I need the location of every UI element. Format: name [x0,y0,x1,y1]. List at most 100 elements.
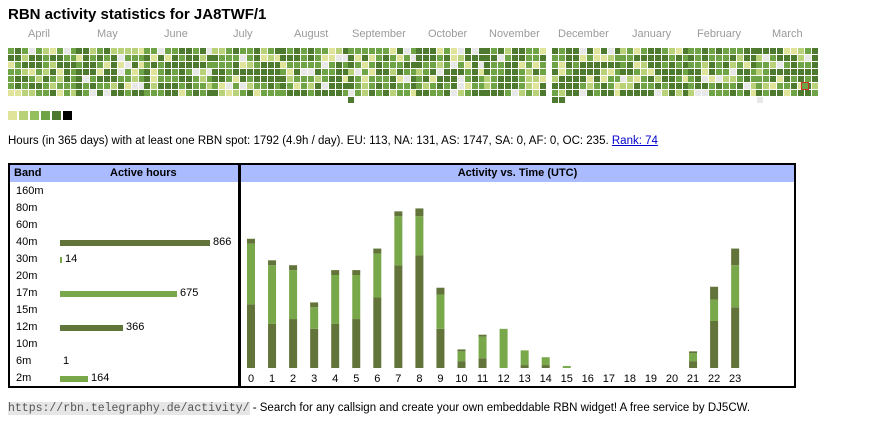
heatmap-day [226,48,232,54]
month-label: May [97,28,118,40]
heatmap-day [329,48,335,54]
hour-tick-label: 16 [582,373,594,385]
heatmap-day [179,62,185,68]
heatmap-day [336,90,342,96]
heatmap-day [683,69,689,75]
heatmap-day [57,76,63,82]
heatmap-day [315,76,321,82]
activity-bar [541,365,550,368]
heatmap-day [268,90,274,96]
heatmap-day [472,76,478,82]
heatmap-day [662,48,668,54]
heatmap-day [397,55,403,61]
heatmap-day [8,69,14,75]
heatmap-day [125,48,131,54]
heatmap-day [90,90,96,96]
heatmap-day [559,83,565,89]
legend-swatch [19,111,28,120]
heatmap-day [437,62,443,68]
today-marker [801,82,809,90]
heatmap-day [219,83,225,89]
heatmap-day [268,55,274,61]
heatmap-day [444,48,450,54]
heatmap-day [411,55,417,61]
heatmap-day [744,83,750,89]
hour-tick-label: 6 [374,373,380,385]
heatmap-day [683,55,689,61]
heatmap-day [812,62,818,68]
heatmap-day [97,90,103,96]
heatmap-day [240,83,246,89]
heatmap-day [615,62,621,68]
heatmap-day [261,76,267,82]
heatmap-day [226,90,232,96]
heatmap-day [444,55,450,61]
heatmap-day [343,76,349,82]
heatmap-day [268,83,274,89]
heatmap-day [437,83,443,89]
heatmap-day [580,48,586,54]
heatmap-day [784,55,790,61]
rank-link[interactable]: Rank: 74 [611,135,658,147]
heatmap-day [784,76,790,82]
band-column-header: Band [14,167,42,179]
footer-url[interactable]: https://rbn.telegraphy.de/activity/ [8,402,250,415]
heatmap-day [355,83,361,89]
heatmap-day [43,83,49,89]
heatmap-day [294,62,300,68]
heatmap-day [132,90,138,96]
activity-bar [310,302,319,308]
heatmap-day [261,90,267,96]
heatmap-day [280,83,286,89]
heatmap-day [29,55,35,61]
heatmap-day [287,83,293,89]
heatmap-day [805,55,811,61]
heatmap-day [132,76,138,82]
band-value: 1 [63,355,70,367]
heatmap-day [498,55,504,61]
band-row: 2m 164 [10,370,238,387]
heatmap-day [411,48,417,54]
heatmap-day [212,83,218,89]
activity-bar [415,216,424,256]
heatmap-day [315,62,321,68]
summary-line: Hours (in 365 days) with at least one RB… [8,135,658,147]
heatmap-day [620,55,626,61]
footer: https://rbn.telegraphy.de/activity/ - Se… [8,402,750,415]
heatmap-day [268,62,274,68]
heatmap-day [275,62,281,68]
heatmap-day [301,69,307,75]
heatmap-day [57,69,63,75]
heatmap-day [179,55,185,61]
heatmap-day [634,55,640,61]
heatmap-day [777,55,783,61]
heatmap-day [676,76,682,82]
heatmap-day [219,90,225,96]
heatmap-day [580,90,586,96]
heatmap-day [226,76,232,82]
heatmap-day [573,62,579,68]
band-name: 15m [16,304,38,316]
heatmap-day [404,90,410,96]
heatmap-day [430,62,436,68]
heatmap-day [57,55,63,61]
heatmap-day [676,90,682,96]
heatmap-day [608,48,614,54]
heatmap-day [587,62,593,68]
heatmap-day [118,69,124,75]
heatmap-day [144,55,150,61]
activity-bar [415,255,424,368]
heatmap-day [348,55,354,61]
heatmap-day [641,62,647,68]
band-row: 20m [10,268,238,285]
heatmap-day [411,83,417,89]
activity-bar [247,238,255,244]
heatmap-day [390,83,396,89]
heatmap-day [15,62,21,68]
heatmap-day [275,55,281,61]
heatmap-day [505,62,511,68]
heatmap-day [552,48,558,54]
heatmap-day [451,90,457,96]
heatmap-day [348,90,354,96]
heatmap-day [29,76,35,82]
